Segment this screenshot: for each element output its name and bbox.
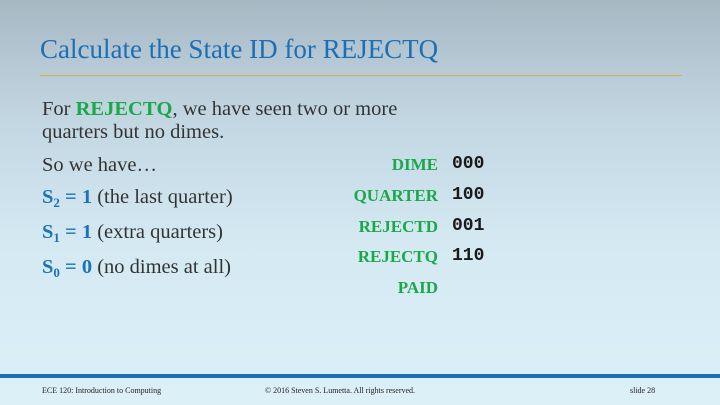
intro-prefix: For xyxy=(42,98,76,120)
bit-s1-symbol: S1 = 1 xyxy=(42,221,93,245)
bit-s0-line: S0 = 0 (no dimes at all) xyxy=(42,255,231,279)
state-code-dime: 000 xyxy=(452,154,485,174)
intro-state-name: REJECTQ xyxy=(75,98,173,120)
bit-s1-desc: (extra quarters) xyxy=(92,221,223,243)
bit-s2-desc: (the last quarter) xyxy=(92,186,233,208)
slide-title: Calculate the State ID for REJECTQ xyxy=(40,34,439,64)
state-code-rejectd: 001 xyxy=(452,216,485,236)
state-name-rejectq: REJECTQ xyxy=(357,247,438,266)
bit-s2-line: S2 = 1 (the last quarter) xyxy=(42,185,233,209)
intro-line-1: For REJECTQ, we have seen two or more xyxy=(42,97,397,121)
title-divider xyxy=(40,75,682,76)
state-code-rejectq: 110 xyxy=(452,246,485,266)
bit-s0-desc: (no dimes at all) xyxy=(92,256,231,278)
state-name-dime: DIME xyxy=(391,155,438,174)
state-name-paid: PAID xyxy=(397,278,438,297)
state-code-quarter: 100 xyxy=(452,185,485,205)
footer-bar xyxy=(0,374,720,378)
footer-slide-number: slide 28 xyxy=(630,386,656,395)
footer-copyright: © 2016 Steven S. Lumetta. All rights res… xyxy=(265,386,416,395)
state-name-quarter: QUARTER xyxy=(353,186,438,205)
intro-suffix: , we have seen two or more xyxy=(172,98,398,120)
so-we-have: So we have… xyxy=(42,154,158,176)
bit-s2-symbol: S2 = 1 xyxy=(42,186,93,210)
intro-line-2: quarters but no dimes. xyxy=(42,121,225,143)
footer-course: ECE 120: Introduction to Computing xyxy=(42,386,162,395)
bit-s0-symbol: S0 = 0 xyxy=(42,256,93,280)
state-name-rejectd: REJECTD xyxy=(358,217,438,236)
bit-s1-line: S1 = 1 (extra quarters) xyxy=(42,220,223,244)
